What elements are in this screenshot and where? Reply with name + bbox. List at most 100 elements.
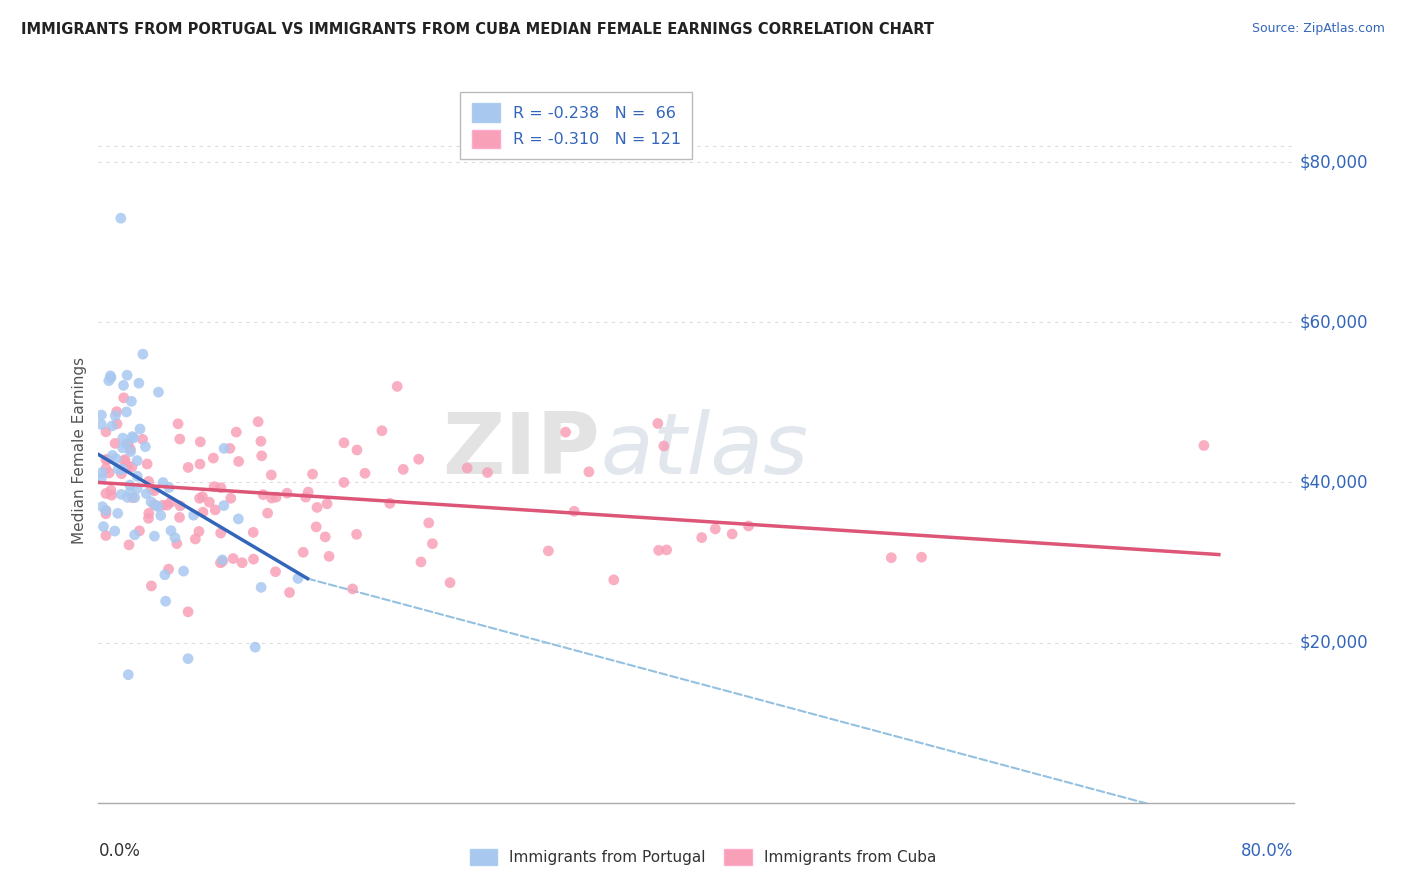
Point: [138, 475, 160, 489]
Point: [880, 550, 903, 565]
Point: [188, 524, 211, 539]
Point: [107, 462, 129, 476]
Point: [222, 551, 245, 566]
Point: [101, 418, 124, 433]
Point: [100, 368, 122, 383]
Point: [90, 471, 112, 485]
Point: [554, 425, 576, 439]
Point: [115, 405, 138, 419]
Point: [104, 436, 127, 450]
Point: [219, 442, 242, 456]
Point: [118, 538, 141, 552]
Point: [143, 529, 166, 543]
Point: [153, 567, 176, 582]
Point: [188, 434, 211, 449]
Point: [456, 461, 478, 475]
Point: [292, 545, 315, 559]
Point: [191, 505, 214, 519]
Point: [139, 495, 162, 509]
Point: [173, 564, 195, 578]
Point: [721, 527, 744, 541]
Point: [278, 585, 301, 599]
Point: [152, 475, 174, 490]
Point: [316, 497, 339, 511]
Point: [260, 467, 283, 482]
Point: [910, 550, 932, 565]
Point: [202, 480, 225, 494]
Point: [134, 440, 156, 454]
Point: [132, 347, 155, 361]
Point: [127, 469, 149, 483]
Point: [177, 460, 200, 475]
Point: [156, 498, 179, 512]
Point: [184, 532, 207, 546]
Point: [128, 524, 150, 538]
Point: [90, 408, 112, 422]
Point: [112, 454, 135, 468]
Point: [100, 483, 122, 498]
Point: [143, 498, 166, 512]
Point: [256, 506, 278, 520]
Point: [211, 554, 233, 568]
Point: [169, 432, 191, 446]
Point: [120, 444, 142, 458]
Point: [117, 491, 139, 505]
Point: [115, 368, 138, 383]
Point: [145, 499, 167, 513]
Point: [141, 482, 163, 496]
Point: [121, 459, 143, 474]
Point: [652, 439, 675, 453]
Point: [101, 449, 124, 463]
Point: [346, 442, 368, 457]
Point: [647, 417, 669, 431]
Point: [242, 525, 264, 540]
Point: [117, 458, 139, 473]
Legend: R = -0.238   N =  66, R = -0.310   N = 121: R = -0.238 N = 66, R = -0.310 N = 121: [460, 92, 693, 160]
Point: [209, 481, 232, 495]
Point: [191, 490, 214, 504]
Point: [212, 442, 235, 456]
Point: [252, 487, 274, 501]
Point: [127, 453, 149, 467]
Point: [114, 452, 136, 467]
Point: [392, 462, 415, 476]
Point: [314, 530, 336, 544]
Point: [111, 431, 134, 445]
Point: [159, 495, 181, 509]
Point: [121, 491, 143, 505]
Text: $20,000: $20,000: [1299, 633, 1368, 652]
Point: [96, 452, 118, 467]
Point: [228, 454, 250, 468]
Point: [141, 579, 163, 593]
Point: [118, 485, 141, 500]
Point: [112, 378, 135, 392]
Point: [94, 503, 117, 517]
Point: [94, 461, 117, 475]
Point: [149, 508, 172, 523]
Point: [655, 542, 678, 557]
Point: [439, 575, 461, 590]
Point: [704, 522, 727, 536]
Point: [94, 486, 117, 500]
Point: [242, 552, 264, 566]
Legend: Immigrants from Portugal, Immigrants from Cuba: Immigrants from Portugal, Immigrants fro…: [464, 843, 942, 871]
Point: [100, 488, 122, 502]
Point: [160, 524, 183, 538]
Point: [104, 409, 127, 423]
Point: [305, 500, 328, 515]
Point: [245, 640, 267, 655]
Point: [477, 466, 499, 480]
Point: [318, 549, 340, 564]
Point: [690, 531, 713, 545]
Text: 80.0%: 80.0%: [1241, 841, 1294, 860]
Point: [603, 573, 626, 587]
Point: [105, 451, 128, 466]
Point: [118, 478, 141, 492]
Point: [115, 436, 138, 450]
Point: [129, 422, 152, 436]
Point: [167, 417, 190, 431]
Point: [94, 503, 117, 517]
Point: [219, 491, 242, 506]
Point: [157, 562, 180, 576]
Point: [231, 556, 253, 570]
